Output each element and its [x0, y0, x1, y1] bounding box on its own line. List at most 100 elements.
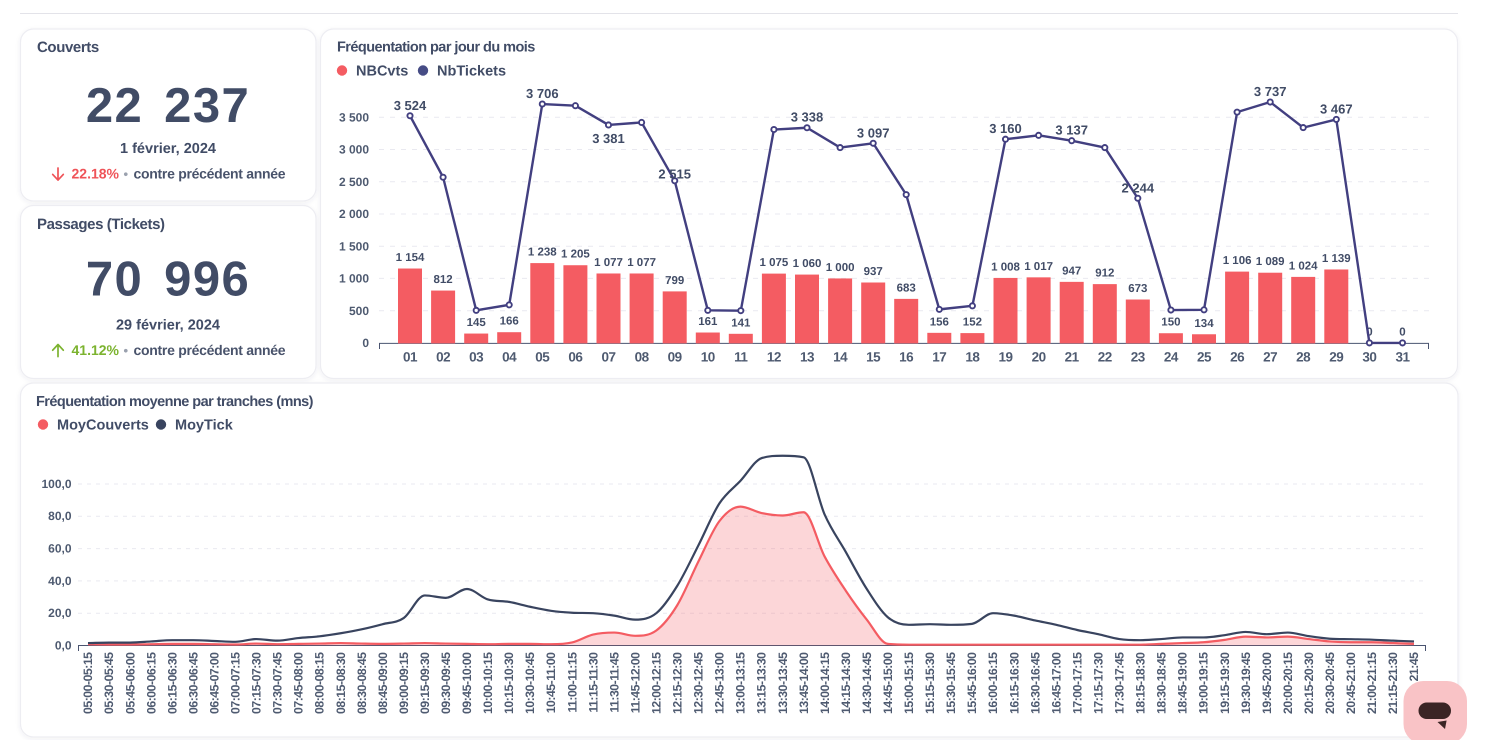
svg-text:25: 25 — [1197, 350, 1212, 365]
svg-text:11:15-11:30: 11:15-11:30 — [586, 652, 600, 713]
svg-text:150: 150 — [1161, 317, 1180, 329]
svg-text:05:30-05:45: 05:30-05:45 — [102, 652, 116, 714]
svg-text:17:00-17:15: 17:00-17:15 — [1070, 652, 1084, 714]
svg-text:683: 683 — [897, 282, 916, 294]
svg-text:3 524: 3 524 — [394, 98, 427, 113]
svg-text:14: 14 — [833, 350, 848, 365]
svg-text:1 154: 1 154 — [396, 252, 425, 264]
svg-text:1 077: 1 077 — [594, 257, 623, 269]
svg-text:20:00-20:15: 20:00-20:15 — [1281, 652, 1295, 714]
svg-text:22: 22 — [1098, 350, 1112, 365]
svg-text:12:15-12:30: 12:15-12:30 — [671, 652, 685, 714]
svg-text:166: 166 — [500, 316, 519, 328]
svg-text:05:00-05:15: 05:00-05:15 — [81, 652, 95, 714]
svg-text:3 097: 3 097 — [857, 125, 890, 140]
svg-text:MoyTick: MoyTick — [175, 418, 234, 434]
svg-text:22 237: 22 237 — [86, 79, 250, 133]
svg-text:26: 26 — [1230, 350, 1245, 365]
svg-text:799: 799 — [665, 275, 684, 287]
svg-text:20:30-20:45: 20:30-20:45 — [1323, 652, 1337, 714]
svg-text:28: 28 — [1296, 350, 1311, 365]
svg-text:1 077: 1 077 — [627, 257, 656, 269]
svg-text:812: 812 — [434, 274, 453, 286]
svg-text:1 500: 1 500 — [339, 239, 369, 253]
svg-text:15: 15 — [866, 350, 881, 365]
svg-text:11: 11 — [734, 350, 748, 365]
svg-text:1 106: 1 106 — [1223, 255, 1252, 267]
svg-text:19:15-19:30: 19:15-19:30 — [1218, 652, 1232, 714]
svg-text:07:45-08:00: 07:45-08:00 — [292, 652, 306, 714]
svg-text:2 000: 2 000 — [339, 207, 369, 221]
svg-text:2 500: 2 500 — [339, 175, 369, 189]
svg-text:07:00-07:15: 07:00-07:15 — [229, 652, 243, 714]
svg-text:11:00-11:15: 11:00-11:15 — [565, 652, 579, 713]
svg-text:14:45-15:00: 14:45-15:00 — [881, 652, 895, 714]
svg-text:09:00-09:15: 09:00-09:15 — [397, 652, 411, 714]
svg-text:08:45-09:00: 08:45-09:00 — [376, 652, 390, 714]
svg-text:16:15-16:30: 16:15-16:30 — [1007, 652, 1021, 714]
svg-text:contre précédent année: contre précédent année — [134, 342, 286, 358]
svg-text:3 467: 3 467 — [1320, 101, 1353, 116]
svg-text:70 996: 70 996 — [86, 253, 250, 307]
svg-text:17:30-17:45: 17:30-17:45 — [1113, 652, 1127, 714]
svg-text:22.18%: 22.18% — [72, 166, 120, 182]
svg-text:17:15-17:30: 17:15-17:30 — [1092, 652, 1106, 714]
svg-text:31: 31 — [1395, 350, 1410, 365]
svg-text:134: 134 — [1194, 318, 1214, 330]
svg-text:16:00-16:15: 16:00-16:15 — [986, 652, 1000, 714]
svg-text:08:30-08:45: 08:30-08:45 — [355, 652, 369, 714]
svg-text:16:30-16:45: 16:30-16:45 — [1028, 652, 1042, 714]
svg-text:3 381: 3 381 — [592, 131, 625, 146]
svg-text:0: 0 — [1399, 326, 1405, 338]
svg-text:09:45-10:00: 09:45-10:00 — [460, 652, 474, 714]
svg-text:947: 947 — [1062, 265, 1081, 277]
svg-text:17: 17 — [932, 350, 946, 365]
svg-text:1 000: 1 000 — [339, 272, 369, 286]
svg-text:912: 912 — [1095, 268, 1114, 280]
svg-text:1 089: 1 089 — [1256, 256, 1285, 268]
svg-text:500: 500 — [349, 304, 369, 318]
svg-text:21:15-21:30: 21:15-21:30 — [1386, 652, 1400, 714]
svg-text:1 000: 1 000 — [826, 262, 855, 274]
svg-text:09:15-09:30: 09:15-09:30 — [418, 652, 432, 714]
svg-text:10:15-10:30: 10:15-10:30 — [502, 652, 516, 714]
svg-text:15:00-15:15: 15:00-15:15 — [902, 652, 916, 714]
svg-text:1 238: 1 238 — [528, 247, 557, 259]
svg-text:673: 673 — [1128, 283, 1147, 295]
svg-text:30: 30 — [1362, 350, 1376, 365]
svg-text:NbTickets: NbTickets — [437, 64, 506, 80]
svg-text:3 137: 3 137 — [1055, 123, 1088, 138]
svg-text:07: 07 — [601, 350, 615, 365]
svg-text:0: 0 — [1366, 326, 1372, 338]
svg-text:Fréquentation moyenne par tran: Fréquentation moyenne par tranches (mns) — [36, 394, 314, 410]
svg-text:01: 01 — [403, 350, 418, 365]
svg-text:145: 145 — [467, 317, 487, 329]
svg-text:05: 05 — [535, 350, 550, 365]
svg-text:2 244: 2 244 — [1122, 180, 1155, 195]
svg-text:1 205: 1 205 — [561, 249, 590, 261]
svg-text:04: 04 — [502, 350, 517, 365]
svg-text:02: 02 — [436, 350, 450, 365]
svg-text:06:45-07:00: 06:45-07:00 — [208, 652, 222, 714]
svg-text:08:00-08:15: 08:00-08:15 — [313, 652, 327, 714]
svg-text:Couverts: Couverts — [37, 39, 99, 56]
svg-text:23: 23 — [1131, 350, 1146, 365]
svg-text:20:45-21:00: 20:45-21:00 — [1344, 652, 1358, 714]
svg-text:07:30-07:45: 07:30-07:45 — [271, 652, 285, 714]
svg-text:1 017: 1 017 — [1024, 261, 1053, 273]
svg-text:19:45-20:00: 19:45-20:00 — [1260, 652, 1274, 714]
svg-text:13: 13 — [800, 350, 815, 365]
svg-text:27: 27 — [1263, 350, 1277, 365]
svg-text:21: 21 — [1065, 350, 1080, 365]
svg-text:19:30-19:45: 19:30-19:45 — [1239, 652, 1253, 714]
svg-text:1 075: 1 075 — [760, 257, 789, 269]
svg-text:05:45-06:00: 05:45-06:00 — [123, 652, 137, 714]
svg-text:11:45-12:00: 11:45-12:00 — [628, 652, 642, 713]
svg-text:19:00-19:15: 19:00-19:15 — [1197, 652, 1211, 714]
svg-text:16: 16 — [899, 350, 914, 365]
svg-text:3 000: 3 000 — [339, 143, 369, 157]
svg-text:24: 24 — [1164, 350, 1179, 365]
svg-text:06:15-06:30: 06:15-06:30 — [165, 652, 179, 714]
svg-text:100,0: 100,0 — [41, 477, 71, 491]
svg-text:NBCvts: NBCvts — [356, 64, 408, 80]
